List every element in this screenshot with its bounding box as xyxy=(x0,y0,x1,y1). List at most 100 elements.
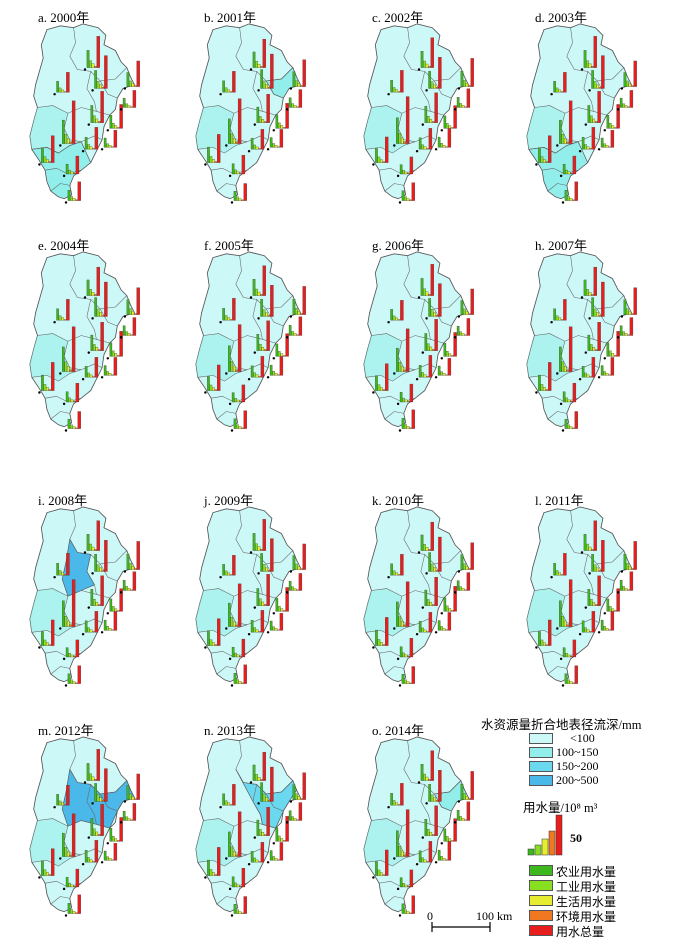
water-use-bar xyxy=(263,349,267,351)
water-use-bar xyxy=(559,119,562,144)
water-use-bar xyxy=(94,294,97,296)
water-use-bar xyxy=(267,570,271,572)
water-use-bar xyxy=(279,842,284,861)
city-point xyxy=(597,631,601,634)
water-use-bar xyxy=(232,555,236,576)
district-boundary xyxy=(86,299,97,340)
water-use-bar xyxy=(608,374,611,376)
water-use-bar xyxy=(68,882,71,888)
water-use-total-label: 用水总量 xyxy=(556,925,605,939)
district-boundary xyxy=(216,666,236,675)
water-use-bar xyxy=(403,141,407,144)
district-boundary xyxy=(216,411,236,420)
water-use-bar xyxy=(382,644,386,646)
city-point xyxy=(81,862,85,866)
water-use-bar xyxy=(71,326,76,372)
water-use-bar xyxy=(295,80,298,87)
city-point xyxy=(396,657,400,661)
water-use-bar xyxy=(260,129,265,150)
water-use-bar xyxy=(252,51,256,68)
water-use-environment-label: 环境用水量 xyxy=(556,910,617,924)
city-point xyxy=(59,857,62,860)
water-use-bar xyxy=(43,384,47,391)
water-use-bar xyxy=(430,794,434,802)
water-use-bar xyxy=(129,563,132,570)
water-use-bar xyxy=(593,266,597,296)
water-use-bar xyxy=(428,128,433,150)
water-use-bar xyxy=(586,543,589,551)
city-point xyxy=(285,108,289,111)
district-boundary xyxy=(31,624,82,637)
water-use-bar-group xyxy=(556,100,573,147)
city-point xyxy=(425,802,428,805)
water-use-bar-group xyxy=(580,266,597,299)
district-boundary xyxy=(211,651,248,658)
water-use-bar-group xyxy=(100,843,118,864)
water-use-bar xyxy=(217,364,221,391)
city-point xyxy=(64,684,68,687)
water-use-bar-group xyxy=(415,612,433,636)
water-use-bar xyxy=(63,804,67,806)
water-use-bar xyxy=(113,357,118,376)
water-use-bar xyxy=(624,333,628,336)
city-point xyxy=(417,68,421,71)
water-use-bar xyxy=(222,793,225,806)
water-use-bar xyxy=(428,784,431,802)
map-panel-3 xyxy=(363,23,474,204)
water-use-bar-group xyxy=(285,802,303,824)
water-use-bar xyxy=(588,546,592,551)
water-use-bar xyxy=(253,144,256,150)
water-use-bar xyxy=(217,618,221,646)
water-use-bar xyxy=(238,198,242,201)
water-use-bar xyxy=(94,549,97,551)
water-use-bar xyxy=(613,355,617,357)
water-use-bar xyxy=(538,374,541,391)
water-use-bar xyxy=(443,115,447,129)
water-use-bar xyxy=(434,577,438,606)
water-use-bar xyxy=(75,155,80,175)
water-use-bar xyxy=(87,857,90,863)
water-use-bar xyxy=(237,98,242,144)
water-use-bar xyxy=(459,103,462,108)
water-use-bar xyxy=(77,894,81,914)
water-use-bar xyxy=(125,331,128,336)
water-use-bar xyxy=(41,860,44,876)
water-use-bar xyxy=(397,91,401,93)
water-use-bar xyxy=(111,146,114,148)
water-use-bar xyxy=(382,874,386,876)
water-use-bar xyxy=(282,127,286,129)
water-use-bar xyxy=(86,763,90,781)
water-use-bar xyxy=(400,300,404,321)
water-use-bar-group xyxy=(396,156,414,178)
water-use-bar-group xyxy=(62,383,80,406)
district-boundary xyxy=(99,308,118,327)
water-use-bar xyxy=(212,159,215,163)
water-use-bar xyxy=(266,320,270,351)
water-use-bar xyxy=(108,628,112,631)
water-use-bar xyxy=(97,349,101,351)
panel-label: g. 2006年 xyxy=(372,238,425,253)
map-panel-12 xyxy=(526,506,637,687)
water-use-bar-group xyxy=(123,773,140,803)
water-use-bar xyxy=(256,588,260,606)
water-use-bar xyxy=(66,620,70,627)
water-use-bar xyxy=(426,148,429,150)
water-use-bar xyxy=(250,365,254,378)
water-use-swatch-industry xyxy=(529,880,553,891)
water-use-bar xyxy=(463,308,466,315)
district-boundary xyxy=(45,881,82,888)
water-use-bar xyxy=(61,572,64,576)
water-use-bar xyxy=(108,858,112,861)
water-use-bar xyxy=(396,830,399,857)
water-use-bar xyxy=(72,426,76,429)
water-use-bar xyxy=(84,366,88,378)
water-use-bar xyxy=(72,911,76,914)
water-use-bar xyxy=(131,311,135,315)
water-use-scale-value: 50 xyxy=(570,831,582,845)
water-use-bar xyxy=(130,334,133,336)
city-point xyxy=(219,320,222,324)
water-use-bar-group xyxy=(580,520,597,554)
water-use-bar xyxy=(272,626,275,631)
water-use-bar-group xyxy=(584,322,601,354)
water-use-bar xyxy=(262,751,266,781)
